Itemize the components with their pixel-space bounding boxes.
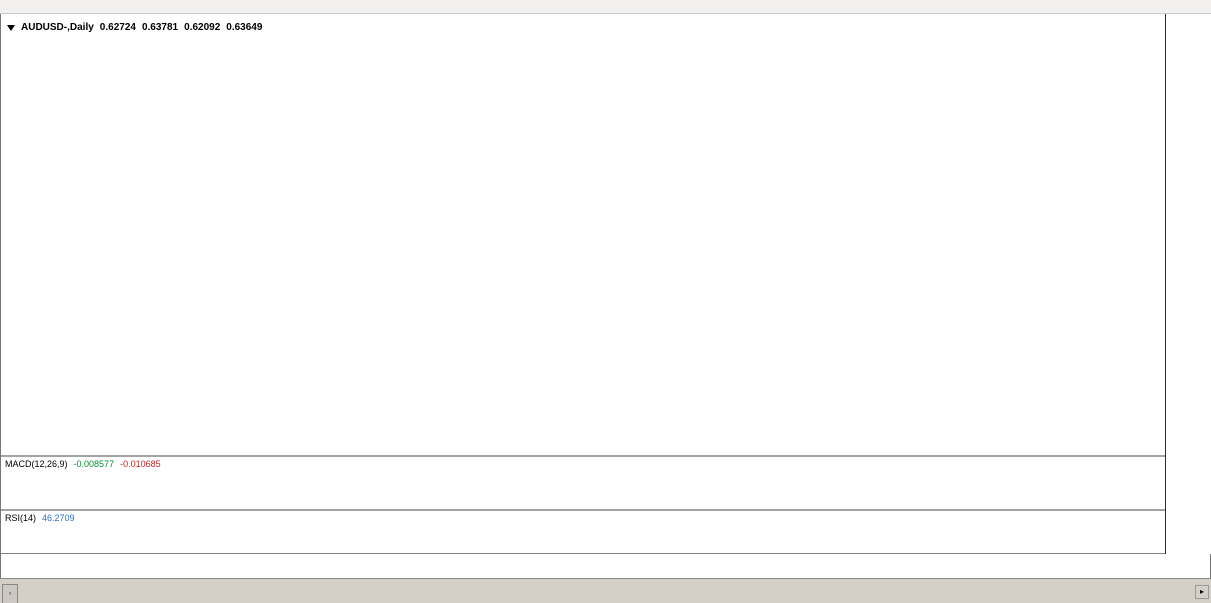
- macd-main-value: -0.008577: [73, 459, 115, 469]
- rsi-value: 46.2709: [42, 513, 75, 523]
- date-axis-border: [1, 553, 1211, 554]
- tab-list: [19, 578, 1211, 603]
- pane-separator[interactable]: [1, 455, 1211, 457]
- main-pane-svg[interactable]: [1, 14, 1165, 455]
- rsi-label: RSI(14): [5, 513, 37, 523]
- tab-bar-home-button[interactable]: ▫: [2, 584, 18, 603]
- ohlc-close: 0.63649: [226, 22, 263, 33]
- rsi-label-row: RSI(14) 46.2709: [5, 513, 75, 523]
- macd-pane-svg[interactable]: [1, 457, 1165, 509]
- ohlc-low: 0.62092: [184, 22, 221, 33]
- rsi-pane-svg[interactable]: [1, 511, 1165, 553]
- chart-tab-bar: ▫ ▸: [0, 578, 1211, 603]
- macd-label-row: MACD(12,26,9) -0.008577 -0.010685: [5, 459, 161, 469]
- macd-signal-value: -0.010685: [120, 459, 161, 469]
- ohlc-open: 0.62724: [99, 22, 136, 33]
- tab-scroll-right-icon[interactable]: ▸: [1195, 585, 1209, 599]
- price-axis-divider: [1165, 14, 1166, 554]
- timeframe-toolbar: [0, 0, 1211, 14]
- chart-symbol-period: AUDUSD-,Daily: [21, 22, 94, 33]
- ohlc-high: 0.63781: [141, 22, 179, 33]
- macd-label: MACD(12,26,9): [5, 459, 68, 469]
- price-axis[interactable]: [1166, 14, 1211, 554]
- chart-title: AUDUSD-,Daily 0.62724 0.63781 0.62092 0.…: [7, 22, 262, 33]
- date-axis[interactable]: [1, 554, 1165, 577]
- one-click-trading-arrow[interactable]: [7, 24, 15, 31]
- pane-separator[interactable]: [1, 509, 1211, 511]
- chart-area[interactable]: AUDUSD-,Daily 0.62724 0.63781 0.62092 0.…: [0, 14, 1211, 578]
